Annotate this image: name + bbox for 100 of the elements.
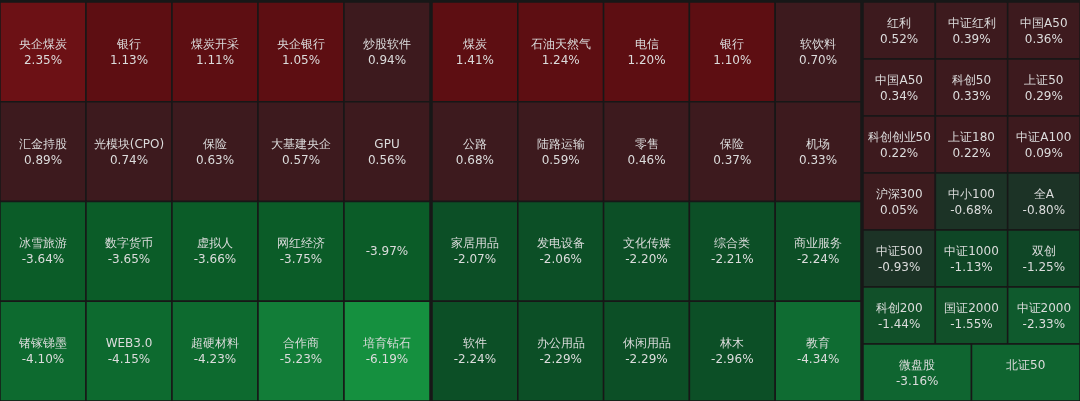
data-label: 0.59% <box>541 152 580 167</box>
data-label: 0.36% <box>1024 31 1063 46</box>
data-label: 0.56% <box>367 152 407 167</box>
category-label: 软饮料 <box>800 36 837 51</box>
data-label: -4.34% <box>796 352 840 367</box>
data-label: -4.10% <box>21 352 65 367</box>
category-label: 软件 <box>462 336 487 351</box>
data-label: -5.23% <box>279 352 323 367</box>
category-label: 央企煤炭 <box>19 36 67 51</box>
data-label: 0.33% <box>799 152 838 167</box>
category-label: 合作商 <box>283 336 319 351</box>
category-label: 数字货币 <box>105 236 153 251</box>
data-label: 1.41% <box>455 52 494 67</box>
data-label: 0.89% <box>23 152 63 167</box>
data-label: 0.34% <box>880 88 919 103</box>
category-label: 科创创业50 <box>867 129 931 144</box>
category-label: 中国A50 <box>875 72 923 87</box>
data-label: -2.06% <box>539 252 582 267</box>
category-label: GPU <box>374 136 400 151</box>
category-label: 超硬材料 <box>191 336 239 351</box>
category-label: 北证50 <box>1006 357 1046 372</box>
data-label: -2.24% <box>796 252 840 267</box>
category-label: 中证500 <box>875 243 923 258</box>
category-label: 零售 <box>634 136 659 151</box>
category-label: 机场 <box>806 136 831 151</box>
category-label: 保险 <box>720 136 745 151</box>
category-label: 家居用品 <box>450 236 499 251</box>
data-label: -2.29% <box>539 352 582 367</box>
data-label: -3.66% <box>193 252 237 267</box>
data-label: 0.09% <box>1024 145 1063 160</box>
data-label: 0.94% <box>367 52 407 67</box>
category-label: 教育 <box>806 336 831 351</box>
data-label: -2.20% <box>625 252 668 267</box>
data-label: -1.55% <box>950 316 993 331</box>
category-label: 电信 <box>634 36 659 51</box>
data-label: 1.20% <box>627 52 666 67</box>
category-label: 光模块(CPO) <box>93 136 165 151</box>
category-label: 中证A100 <box>1016 129 1072 144</box>
category-label: 中小100 <box>948 186 995 201</box>
data-label: 0.46% <box>627 152 666 167</box>
data-label: -2.33% <box>1022 316 1066 331</box>
category-label: 双创 <box>1031 243 1056 258</box>
data-label: -0.93% <box>877 259 921 274</box>
category-label: 上证50 <box>1024 72 1064 87</box>
data-label: 1.10% <box>713 52 752 67</box>
data-label: -6.19% <box>365 352 409 367</box>
category-label: 煤炭开采 <box>191 36 239 51</box>
category-label: 炒股软件 <box>363 36 411 51</box>
data-label: -3.65% <box>107 252 151 267</box>
data-label: -1.25% <box>1022 259 1066 274</box>
data-label: -3.75% <box>279 252 323 267</box>
data-label: 0.33% <box>952 88 991 103</box>
data-label: -2.96% <box>711 352 754 367</box>
data-label: 0.22% <box>880 145 919 160</box>
data-label: -0.68% <box>950 202 993 217</box>
data-label: -2.24% <box>453 352 497 367</box>
category-label: 科创50 <box>951 72 992 87</box>
category-label: 综合类 <box>714 236 751 251</box>
data-label: 0.22% <box>952 145 991 160</box>
data-label: 1.13% <box>109 52 149 67</box>
category-label: 煤炭 <box>462 36 487 51</box>
category-label: 微盘股 <box>899 357 936 372</box>
category-label: 文化传媒 <box>622 236 671 251</box>
category-label: 虚拟人 <box>197 236 233 251</box>
category-label: 中证红利 <box>947 15 996 30</box>
category-label: 公路 <box>462 136 487 151</box>
category-label: 大基建央企 <box>271 136 331 151</box>
category-label: 上证180 <box>948 129 995 144</box>
data-label: -2.29% <box>625 352 668 367</box>
data-label: 2.35% <box>23 52 63 67</box>
data-label: -3.97% <box>365 244 409 259</box>
data-label: 1.05% <box>281 52 321 67</box>
data-label: 0.68% <box>455 152 494 167</box>
data-label: -3.64% <box>21 252 65 267</box>
data-label: 0.63% <box>195 152 235 167</box>
category-label: 中证2000 <box>1016 300 1072 315</box>
category-label: 锗镓锑墨 <box>18 336 67 351</box>
category-label: 国证2000 <box>944 300 999 315</box>
category-label: 林木 <box>719 336 745 351</box>
category-label: 石油天然气 <box>530 36 591 51</box>
data-label: 1.11% <box>195 52 235 67</box>
data-label: -0.80% <box>1022 202 1066 217</box>
category-label: 保险 <box>203 136 227 151</box>
data-label: 0.37% <box>713 152 752 167</box>
category-label: 中证1000 <box>944 243 999 258</box>
category-label: 休闲用品 <box>622 336 671 351</box>
category-label: 银行 <box>719 36 745 51</box>
category-label: 科创200 <box>875 300 923 315</box>
data-label: -3.16% <box>896 373 939 388</box>
category-label: 红利 <box>887 15 912 30</box>
category-label: 央企银行 <box>277 36 325 51</box>
data-label: -4.23% <box>193 352 237 367</box>
data-label: -2.07% <box>453 252 497 267</box>
data-label: 0.39% <box>952 31 991 46</box>
data-label: 0.29% <box>1024 88 1063 103</box>
category-label: 冰雪旅游 <box>19 236 67 251</box>
category-label: 全A <box>1033 186 1055 201</box>
category-label: 办公用品 <box>536 336 585 351</box>
category-label: 沪深300 <box>875 186 923 201</box>
category-label: 网红经济 <box>277 236 325 251</box>
